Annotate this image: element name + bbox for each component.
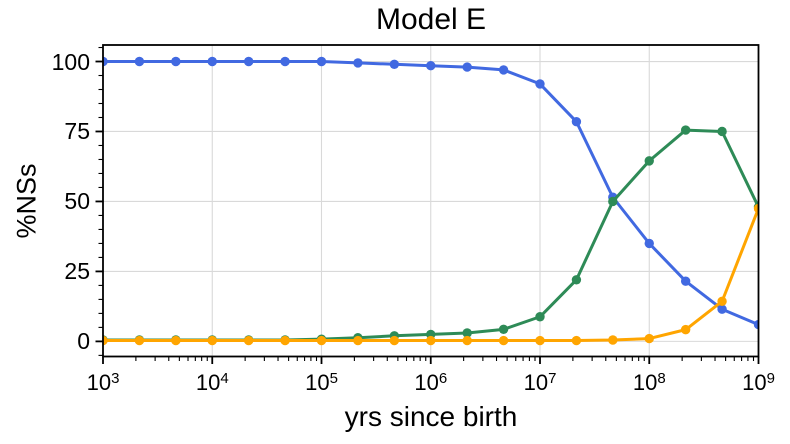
x-tick-base: 10 bbox=[523, 370, 549, 395]
marker-orange bbox=[134, 335, 145, 346]
marker-orange bbox=[644, 333, 654, 344]
x-tick-base: 10 bbox=[195, 370, 221, 395]
marker-blue bbox=[571, 116, 582, 127]
x-tick-exponent: 6 bbox=[438, 370, 448, 387]
x-tick-label: 106 bbox=[401, 366, 461, 396]
x-tick-label: 107 bbox=[510, 366, 570, 396]
marker-orange bbox=[171, 335, 181, 346]
x-tick-base: 10 bbox=[305, 370, 330, 395]
marker-blue bbox=[243, 56, 254, 67]
marker-blue bbox=[103, 56, 108, 67]
marker-orange bbox=[680, 324, 691, 335]
marker-orange bbox=[498, 335, 509, 346]
y-tick-label: 75 bbox=[64, 118, 90, 145]
marker-blue bbox=[535, 79, 545, 89]
marker-orange bbox=[207, 335, 217, 346]
marker-blue bbox=[717, 304, 727, 314]
marker-green bbox=[717, 126, 727, 137]
marker-orange bbox=[535, 335, 545, 346]
x-tick-exponent: 5 bbox=[329, 370, 338, 387]
marker-orange bbox=[316, 335, 327, 346]
marker-blue bbox=[680, 276, 691, 286]
marker-blue bbox=[280, 56, 290, 67]
x-tick-label: 105 bbox=[292, 366, 352, 396]
marker-blue bbox=[498, 65, 509, 75]
marker-orange bbox=[353, 335, 363, 346]
marker-orange bbox=[426, 335, 436, 346]
marker-orange bbox=[571, 335, 582, 346]
x-tick-label: 104 bbox=[182, 366, 242, 396]
x-axis-label: yrs since birth bbox=[344, 401, 518, 432]
series-group bbox=[103, 56, 759, 346]
y-tick-label: 0 bbox=[77, 328, 90, 355]
marker-blue bbox=[353, 58, 363, 68]
marker-orange bbox=[753, 203, 759, 214]
marker-orange bbox=[243, 335, 254, 346]
y-tick-label: 25 bbox=[64, 258, 90, 285]
marker-blue bbox=[171, 56, 181, 67]
marker-orange bbox=[462, 335, 472, 346]
marker-blue bbox=[753, 319, 759, 330]
marker-green bbox=[608, 196, 618, 207]
x-tick-base: 10 bbox=[632, 370, 658, 395]
x-tick-exponent: 3 bbox=[111, 370, 120, 387]
marker-orange bbox=[389, 335, 400, 346]
y-tick-label: 100 bbox=[51, 48, 90, 75]
marker-blue bbox=[462, 62, 472, 72]
marker-green bbox=[462, 328, 472, 338]
marker-blue bbox=[316, 56, 327, 67]
marker-orange bbox=[103, 335, 108, 346]
x-tick-exponent: 7 bbox=[548, 370, 557, 387]
x-tick-base: 10 bbox=[742, 370, 767, 395]
marker-orange bbox=[717, 296, 727, 307]
marker-green bbox=[644, 156, 654, 166]
x-tick-label: 108 bbox=[619, 366, 679, 396]
y-tick-label: 50 bbox=[64, 188, 90, 215]
marker-blue bbox=[134, 56, 145, 67]
chart-title: Model E bbox=[375, 3, 487, 36]
marker-blue bbox=[207, 56, 217, 67]
marker-green bbox=[498, 324, 509, 335]
x-tick-exponent: 9 bbox=[766, 370, 775, 387]
marker-orange bbox=[280, 335, 290, 346]
x-tick-exponent: 4 bbox=[220, 370, 229, 387]
marker-blue bbox=[389, 59, 400, 70]
marker-green bbox=[571, 275, 582, 285]
marker-green bbox=[680, 125, 691, 135]
x-tick-base: 10 bbox=[414, 370, 439, 395]
x-tick-label: 109 bbox=[729, 366, 789, 396]
x-tick-label: 103 bbox=[73, 366, 133, 396]
marker-blue bbox=[426, 61, 436, 71]
x-tick-base: 10 bbox=[86, 370, 112, 395]
x-tick-exponent: 8 bbox=[657, 370, 666, 387]
marker-orange bbox=[608, 335, 618, 345]
marker-green bbox=[535, 312, 545, 322]
marker-blue bbox=[644, 238, 654, 249]
